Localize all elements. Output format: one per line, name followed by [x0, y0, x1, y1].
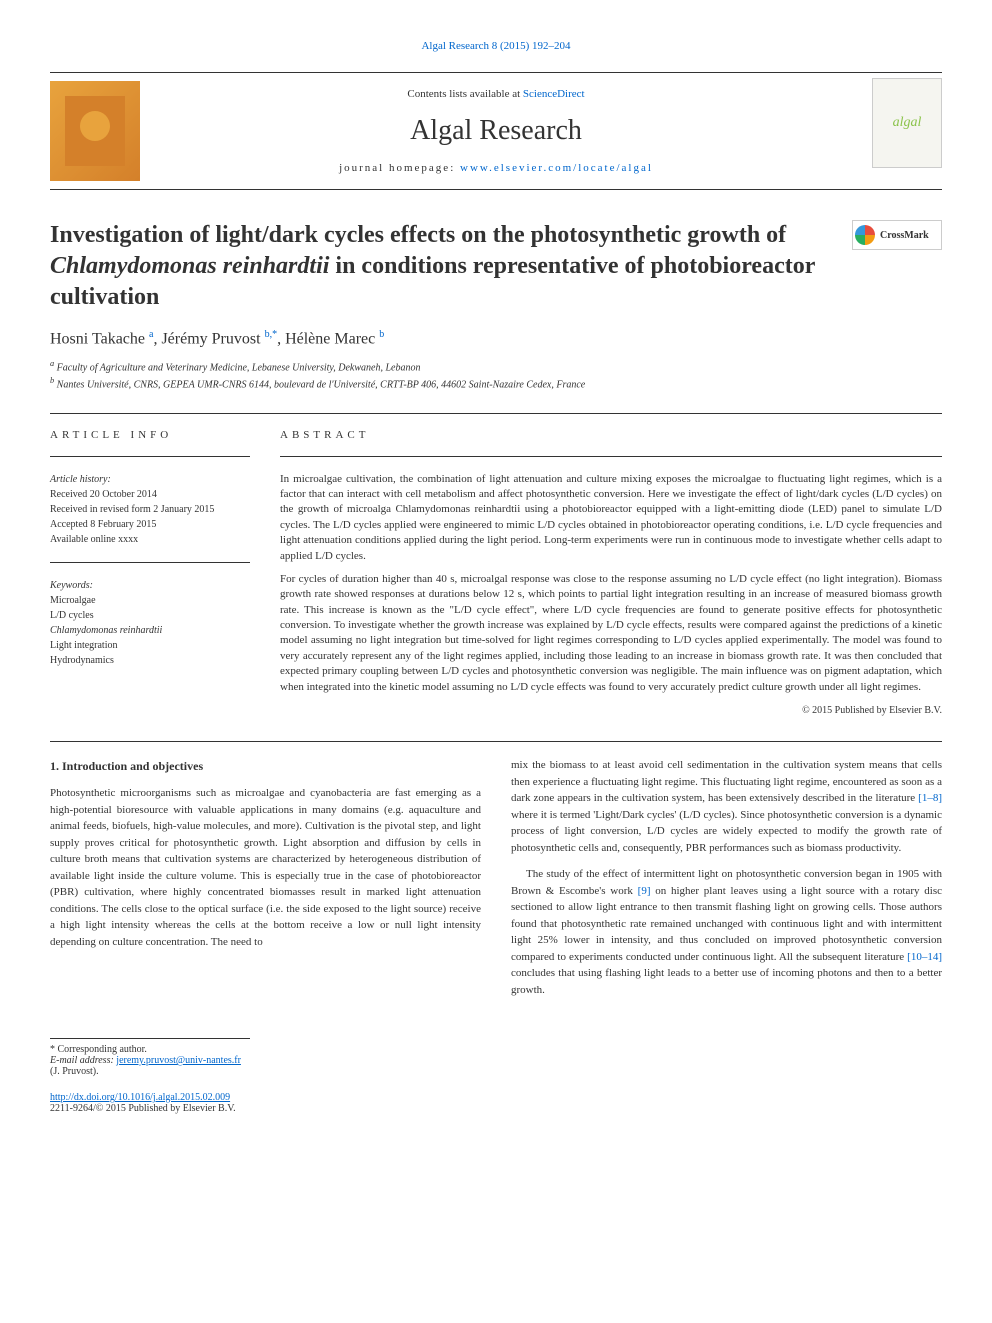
- page-footer: * Corresponding author. E-mail address: …: [50, 1038, 942, 1114]
- reference-link[interactable]: [9]: [638, 885, 651, 897]
- authors-line: Hosni Takache a, Jérémy Pruvost b,*, Hél…: [50, 329, 942, 348]
- online-date: Available online xxxx: [50, 532, 250, 547]
- contents-available: Contents lists available at ScienceDirec…: [150, 88, 842, 100]
- keyword: Light integration: [50, 638, 250, 653]
- journal-name: Algal Research: [150, 115, 842, 147]
- doi-link[interactable]: http://dx.doi.org/10.1016/j.algal.2015.0…: [50, 1092, 230, 1103]
- body-text: 1. Introduction and objectives Photosynt…: [50, 757, 942, 1008]
- keyword: Chlamydomonas reinhardtii: [50, 623, 250, 638]
- abstract-section: ABSTRACT In microalgae cultivation, the …: [280, 429, 942, 716]
- divider: [50, 413, 942, 414]
- column-right: mix the biomass to at least avoid cell s…: [511, 757, 942, 1008]
- history-label: Article history:: [50, 472, 250, 487]
- section-heading: 1. Introduction and objectives: [50, 757, 481, 775]
- issn-copyright: 2211-9264/© 2015 Published by Elsevier B…: [50, 1103, 942, 1114]
- email-link[interactable]: jeremy.pruvost@univ-nantes.fr: [116, 1055, 241, 1066]
- reference-link[interactable]: [10–14]: [907, 951, 942, 963]
- body-paragraph: mix the biomass to at least avoid cell s…: [511, 757, 942, 856]
- received-date: Received 20 October 2014: [50, 487, 250, 502]
- crossmark-icon: [855, 225, 875, 245]
- keyword: Microalgae: [50, 593, 250, 608]
- keyword: L/D cycles: [50, 608, 250, 623]
- journal-header: Contents lists available at ScienceDirec…: [50, 72, 942, 190]
- article-info-heading: ARTICLE INFO: [50, 429, 250, 441]
- accepted-date: Accepted 8 February 2015: [50, 517, 250, 532]
- body-paragraph: The study of the effect of intermittent …: [511, 866, 942, 998]
- sciencedirect-link[interactable]: ScienceDirect: [523, 88, 585, 100]
- affiliations: a Faculty of Agriculture and Veterinary …: [50, 358, 942, 393]
- header-citation: Algal Research 8 (2015) 192–204: [50, 40, 942, 52]
- column-left: 1. Introduction and objectives Photosynt…: [50, 757, 481, 1008]
- reference-link[interactable]: [1–8]: [918, 792, 942, 804]
- copyright: © 2015 Published by Elsevier B.V.: [280, 705, 942, 716]
- article-title: Investigation of light/dark cycles effec…: [50, 220, 942, 314]
- keyword: Hydrodynamics: [50, 653, 250, 668]
- abstract-heading: ABSTRACT: [280, 429, 942, 441]
- journal-cover-thumbnail: algal: [872, 78, 942, 168]
- revised-date: Received in revised form 2 January 2015: [50, 502, 250, 517]
- homepage-link[interactable]: www.elsevier.com/locate/algal: [460, 162, 653, 174]
- journal-homepage: journal homepage: www.elsevier.com/locat…: [150, 162, 842, 174]
- elsevier-logo: [50, 81, 140, 181]
- abstract-paragraph: In microalgae cultivation, the combinati…: [280, 472, 942, 564]
- crossmark-badge[interactable]: CrossMark: [852, 220, 942, 250]
- body-paragraph: Photosynthetic microorganisms such as mi…: [50, 785, 481, 950]
- abstract-paragraph: For cycles of duration higher than 40 s,…: [280, 572, 942, 695]
- keywords-label: Keywords:: [50, 578, 250, 593]
- corresponding-author-label: * Corresponding author.: [50, 1044, 250, 1055]
- article-info-sidebar: ARTICLE INFO Article history: Received 2…: [50, 429, 250, 716]
- divider: [50, 741, 942, 742]
